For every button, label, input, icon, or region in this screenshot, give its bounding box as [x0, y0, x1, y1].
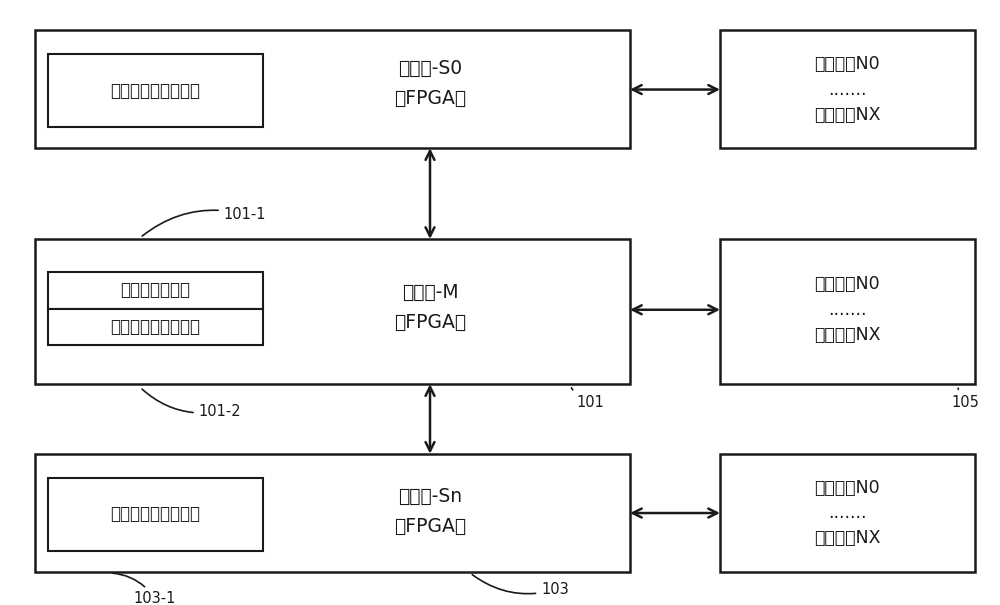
Text: 第二可编程逻辑芯片: 第二可编程逻辑芯片 [110, 82, 200, 100]
Text: 测量板卡N0: 测量板卡N0 [814, 479, 880, 497]
Text: 测量板卡NX: 测量板卡NX [814, 529, 880, 548]
Text: 测量板卡NX: 测量板卡NX [814, 326, 880, 344]
Bar [48, 54, 263, 127]
Text: （FPGA）: （FPGA） [394, 313, 466, 332]
Text: 第二可编程逻辑芯片: 第二可编程逻辑芯片 [110, 505, 200, 523]
Text: 103: 103 [472, 575, 569, 597]
Text: 第一可编程逻辑芯片: 第一可编程逻辑芯片 [110, 318, 200, 336]
Text: .......: ....... [828, 301, 866, 319]
Text: 测量板卡NX: 测量板卡NX [814, 106, 880, 124]
Text: 101: 101 [571, 388, 604, 410]
Bar [48, 309, 263, 345]
Bar [720, 239, 975, 384]
Bar [35, 30, 630, 148]
Text: 测量板卡N0: 测量板卡N0 [814, 55, 880, 73]
Text: 高精度时钟芯片: 高精度时钟芯片 [120, 281, 190, 299]
Text: （FPGA）: （FPGA） [394, 517, 466, 536]
Text: 主背板-M: 主背板-M [402, 283, 458, 302]
Text: .......: ....... [828, 504, 866, 522]
Text: （FPGA）: （FPGA） [394, 89, 466, 108]
Text: 101-2: 101-2 [142, 389, 241, 419]
Text: 测量板卡N0: 测量板卡N0 [814, 275, 880, 293]
Bar [35, 239, 630, 384]
Text: 从背板-S0: 从背板-S0 [398, 59, 462, 78]
Bar [35, 454, 630, 572]
Text: 101-1: 101-1 [142, 207, 266, 236]
Bar [48, 478, 263, 551]
Bar [720, 454, 975, 572]
Text: .......: ....... [828, 80, 866, 99]
Text: 105: 105 [951, 388, 979, 410]
Bar [720, 30, 975, 148]
Bar [48, 272, 263, 309]
Text: 103-1: 103-1 [113, 573, 176, 605]
Text: 从背板-Sn: 从背板-Sn [398, 486, 462, 506]
